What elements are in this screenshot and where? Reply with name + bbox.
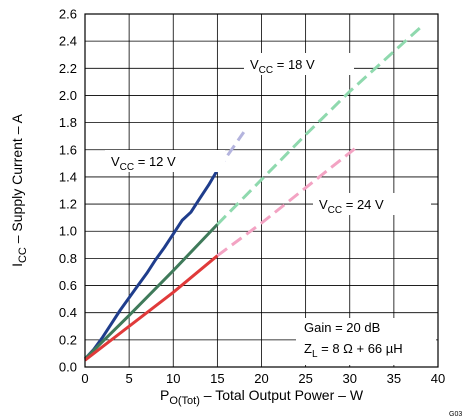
y-tick-label: 2.2 — [59, 61, 77, 76]
text-rest: = 18 V — [273, 57, 315, 72]
text-main: V — [319, 197, 328, 212]
tick-layer: 0 5 10 15 20 25 30 35 40 0.0 0.2 0.4 0.6 0.8 1.0 1.2 1.4… — [59, 7, 445, 387]
x-tick-label: 0 — [81, 371, 88, 386]
text-main: Z — [304, 341, 312, 356]
x-axis-label: PO(Tot) – Total Output Power – W — [160, 387, 364, 407]
series-3-solid-line — [84, 254, 219, 362]
series-2-dashed-line — [216, 26, 422, 226]
figure-id: G03 — [449, 411, 462, 418]
series-layer — [83, 26, 422, 362]
plot-frame — [84, 13, 439, 368]
series-label-background — [105, 150, 225, 172]
conditions-box — [296, 318, 436, 365]
text-main: Gain = 20 dB — [304, 320, 380, 335]
y-tick-label: 0.0 — [59, 360, 77, 375]
text-subscript: CC — [259, 65, 273, 76]
series-1-solid-line — [83, 169, 219, 360]
y-tick-label: 1.0 — [59, 224, 77, 239]
y-tick-label: 1.6 — [59, 142, 77, 157]
text-subscript: O(Tot) — [169, 395, 200, 407]
series-label-background — [313, 193, 431, 215]
y-tick-label: 0.8 — [59, 251, 77, 266]
y-tick-label: 0.4 — [59, 305, 77, 320]
y-tick-label: 2.0 — [59, 88, 77, 103]
condition-annotation: Gain = 20 dB — [304, 320, 380, 335]
text-subscript: L — [312, 349, 318, 360]
text-main: I — [9, 263, 25, 267]
y-tick-label: 0.2 — [59, 332, 77, 347]
x-tick-label: 10 — [166, 371, 180, 386]
text-rest: = 24 V — [342, 197, 384, 212]
text-rest: – Supply Current – A — [9, 113, 25, 247]
y-axis-label: ICC – Supply Current – A — [9, 113, 29, 267]
y-tick-label: 1.4 — [59, 169, 77, 184]
condition-annotation: ZL = 8 Ω + 66 µH — [304, 341, 403, 360]
text-main: V — [250, 57, 259, 72]
text-subscript: CC — [17, 247, 29, 263]
text-rest: = 12 V — [134, 154, 176, 169]
text-main: V — [111, 154, 120, 169]
series-2-solid-line — [83, 223, 219, 360]
y-tick-label: 1.8 — [59, 115, 77, 130]
series-label-1: VCC = 12 V — [111, 154, 176, 173]
x-tick-label: 5 — [126, 371, 133, 386]
x-tick-label: 15 — [210, 371, 224, 386]
y-tick-label: 2.4 — [59, 34, 77, 49]
y-tick-label: 2.6 — [59, 7, 77, 22]
x-tick-label: 20 — [254, 371, 268, 386]
x-tick-label: 40 — [431, 371, 445, 386]
text-rest: = 8 Ω + 66 µH — [318, 341, 403, 356]
y-tick-label: 0.6 — [59, 278, 77, 293]
x-tick-label: 35 — [387, 371, 401, 386]
text-subscript: CC — [328, 205, 342, 216]
y-tick-label: 1.2 — [59, 197, 77, 212]
x-tick-label: 25 — [298, 371, 312, 386]
text-main: P — [160, 387, 169, 403]
text-subscript: CC — [120, 162, 134, 173]
series-label-background — [244, 53, 354, 75]
series-label-3: VCC = 24 V — [319, 197, 384, 216]
series-3-dashed-line — [216, 144, 360, 257]
series-label-2: VCC = 18 V — [250, 57, 315, 76]
x-tick-label: 30 — [343, 371, 357, 386]
text-rest: – Total Output Power – W — [200, 387, 364, 403]
